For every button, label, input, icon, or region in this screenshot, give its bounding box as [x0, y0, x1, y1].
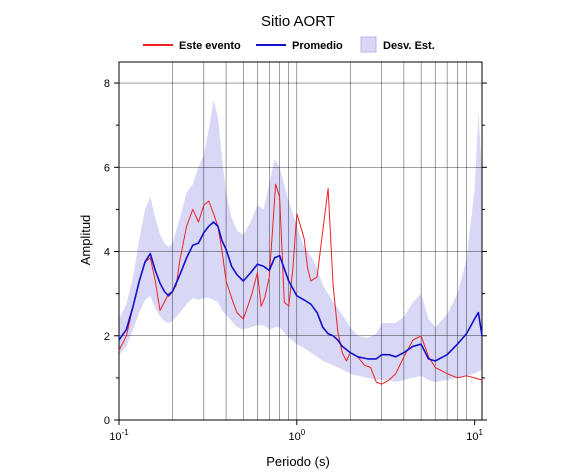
chart-title: Sitio AORT [261, 13, 335, 30]
series-line-promedio [118, 221, 483, 362]
legend-label-band: Desv. Est. [383, 40, 435, 52]
y-tick-label: 2 [104, 331, 110, 343]
legend-label-event: Este evento [179, 40, 241, 52]
x-tick-label: 101 [466, 428, 483, 443]
y-tick-label: 6 [104, 162, 110, 174]
plot-area: 0 2 4 6 8 10-1 100 101 [104, 61, 487, 443]
std-dev-band [119, 99, 482, 383]
legend-swatch-band [360, 36, 377, 53]
y-tick-label: 8 [104, 78, 110, 90]
x-axis-label: Periodo (s) [266, 454, 330, 469]
y-tick-label: 4 [104, 247, 110, 259]
x-tick-label: 10-1 [109, 428, 129, 443]
legend: Este evento Promedio Desv. Est. [143, 36, 435, 53]
series-line-este-evento [118, 183, 483, 385]
plot-frame [118, 61, 483, 421]
legend-label-mean: Promedio [292, 40, 343, 52]
y-tick-label: 0 [104, 415, 110, 427]
x-tick-label: 100 [288, 428, 305, 443]
y-axis-label: Amplitud [78, 215, 93, 266]
